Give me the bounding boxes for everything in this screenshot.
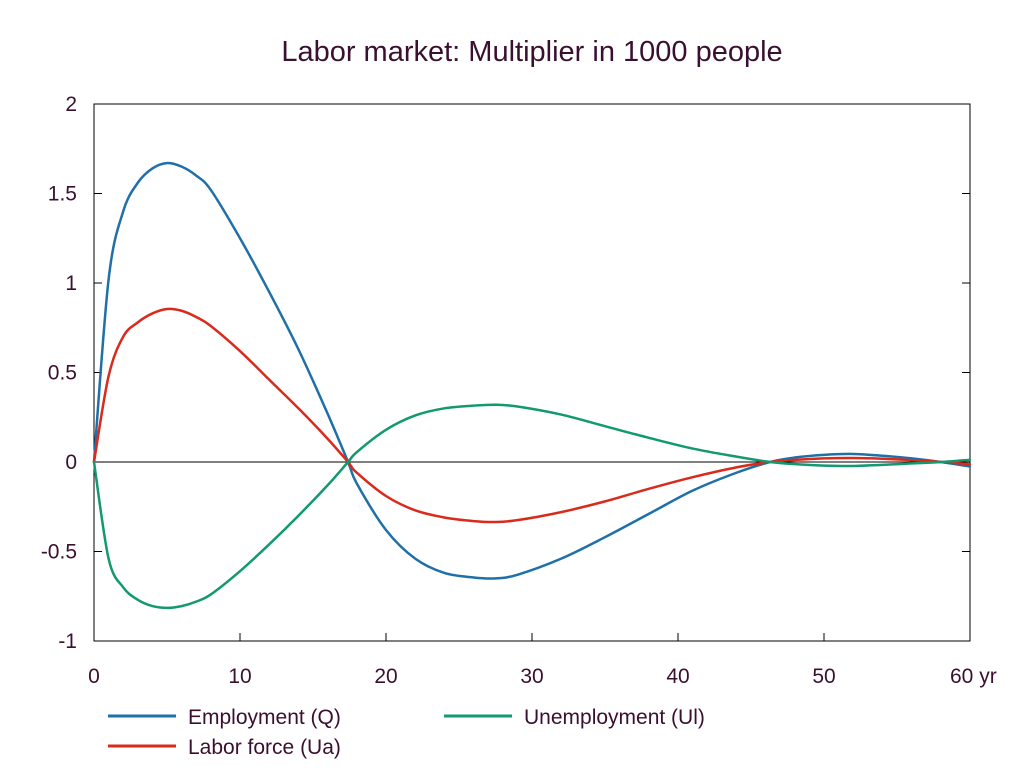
y-tick-label: 2	[65, 93, 77, 116]
legend-label-3: Unemployment (Ul)	[524, 706, 705, 729]
x-tick-label: 30	[520, 665, 543, 688]
y-tick-label: -1	[58, 630, 77, 653]
series-line-3	[92, 403, 972, 610]
legend-label-2: Labor force (Ua)	[188, 736, 341, 759]
series-line-1	[92, 161, 972, 580]
legend-label-1: Employment (Q)	[188, 706, 341, 729]
x-tick-label: 10	[228, 665, 251, 688]
plot-area: -1-0.500.511.520 10 20 30 40 50 60 yr	[41, 93, 997, 688]
x-tick-label: 20	[374, 665, 397, 688]
x-tick-label: 0	[88, 665, 100, 688]
legend: Employment (Q) Labor force (Ua) Unemployme…	[108, 706, 705, 759]
x-tick-label: 40	[666, 665, 689, 688]
y-tick-label: 0.5	[48, 362, 77, 385]
y-tick-label: 0	[65, 451, 77, 474]
y-tick-label: -0.5	[41, 541, 77, 564]
y-tick-label: 1.5	[48, 183, 77, 206]
chart-title: Labor market: Multiplier in 1000 people	[281, 36, 782, 68]
plot-frame	[93, 103, 971, 642]
x-tick-label: 60 yr	[950, 665, 997, 688]
series-line-2	[92, 307, 972, 524]
x-tick-label: 50	[812, 665, 835, 688]
y-tick-label: 1	[65, 272, 77, 295]
